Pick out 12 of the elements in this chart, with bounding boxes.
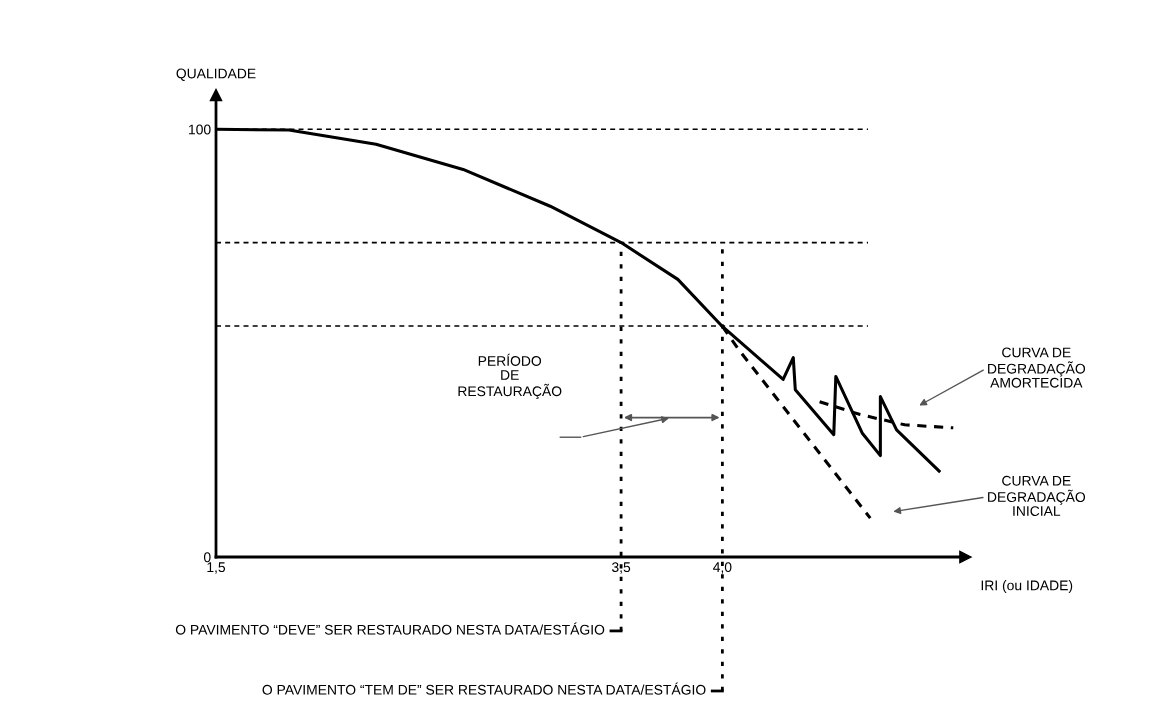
y-tick-label: 100	[189, 124, 211, 135]
ref-line-label: O PAVIMENTO “DEVE” SER RESTAURADO NESTA DATA/ESTÁGIO	[175, 622, 605, 635]
text: CURVA DE DEGRADAÇÃO AMORTECIDA	[988, 347, 1086, 388]
y-axis-title: QUALIDADE	[176, 68, 256, 81]
annotation: PERÍODO DE RESTAURAÇÃO	[458, 353, 562, 399]
x-axis-title: IRI (ou IDADE)	[981, 580, 1073, 594]
ref-line-label: O PAVIMENTO “TEM DE” SER RESTAURADO NESTA DATA/ESTÁGIO	[262, 682, 706, 695]
x-tick-label: 1,5	[207, 562, 226, 574]
x-tick-label: 3,5	[611, 562, 631, 574]
y-tick-label: 0	[203, 552, 211, 563]
text: CURVA DE DEGRADAÇÃO INICIAL	[988, 475, 1086, 516]
x-tick-label: 4,0	[713, 562, 732, 574]
